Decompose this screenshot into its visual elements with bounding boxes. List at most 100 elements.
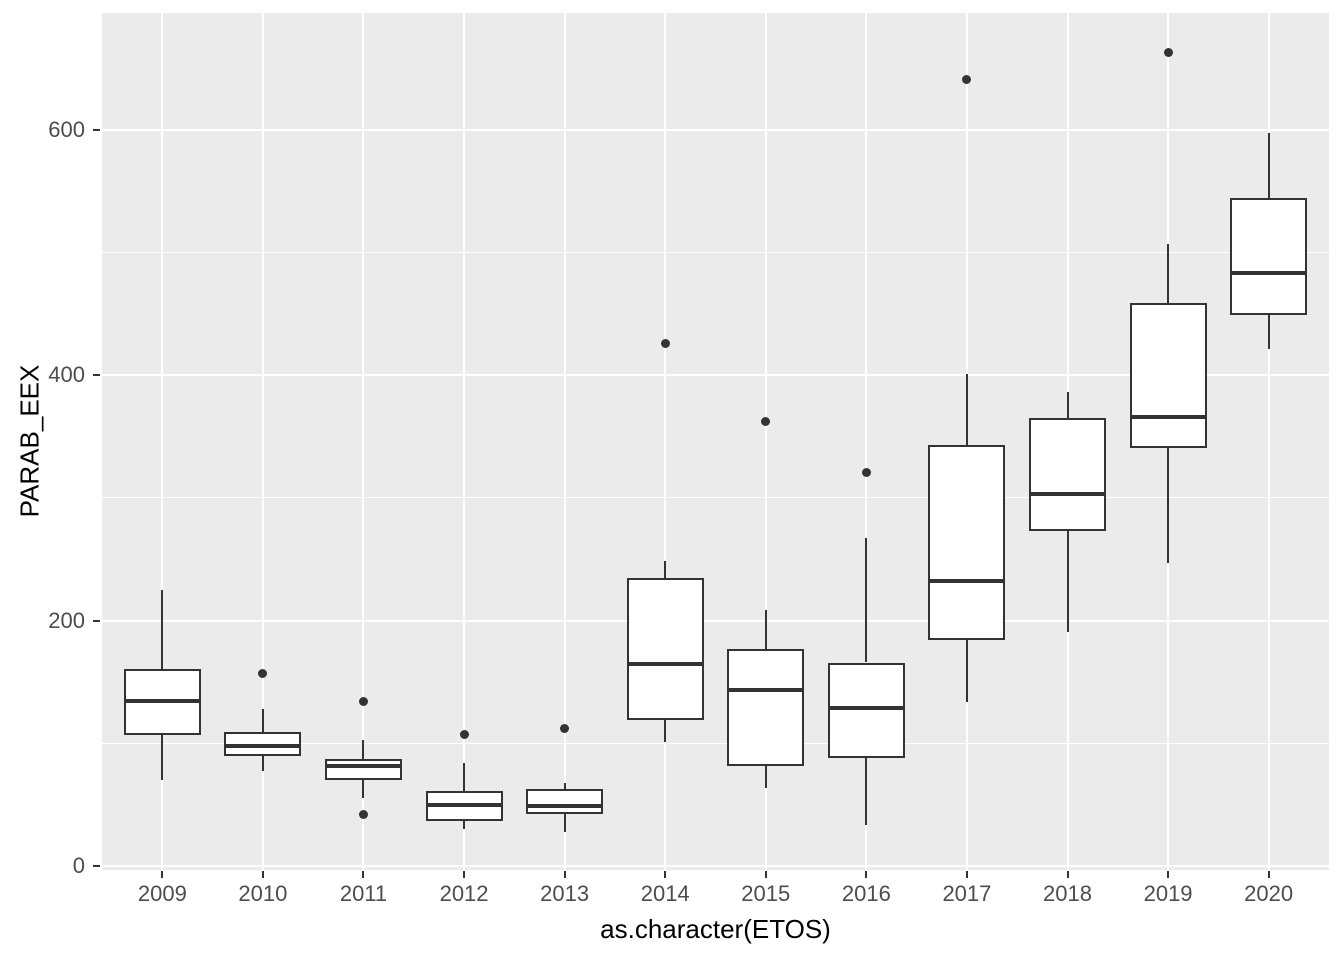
y-tick-label-400: 400	[48, 362, 85, 388]
y-tick-mark-600	[93, 128, 100, 131]
outlier-point-2017-0	[962, 74, 972, 84]
outlier-point-2019-0	[1163, 47, 1173, 57]
x-tick-mark-2011	[362, 871, 365, 878]
y-tick-mark-200	[93, 619, 100, 622]
lower-whisker-2012	[463, 820, 466, 830]
upper-whisker-2015	[764, 609, 767, 649]
y-tick-label-0: 0	[72, 853, 85, 879]
x-tick-label-2018: 2018	[1043, 881, 1092, 906]
lower-whisker-2010	[261, 755, 264, 771]
minor-gridline-y-100	[102, 743, 1329, 745]
x-tick-mark-2010	[261, 871, 264, 878]
x-tick-label-2017: 2017	[942, 881, 992, 906]
x-tick-label-2013: 2013	[540, 881, 590, 906]
gridline-x-2011	[362, 13, 365, 870]
x-tick-mark-2009	[161, 871, 164, 878]
lower-whisker-2011	[362, 780, 365, 798]
lower-whisker-2009	[161, 734, 164, 781]
iqr-box-2016	[827, 662, 905, 759]
median-line-2016	[827, 705, 905, 710]
upper-whisker-2010	[261, 709, 264, 733]
lower-whisker-2019	[1167, 447, 1170, 564]
median-line-2017	[928, 579, 1006, 584]
upper-whisker-2017	[965, 373, 968, 446]
minor-gridline-y-300	[102, 497, 1329, 499]
x-tick-mark-2012	[463, 871, 466, 878]
upper-whisker-2011	[362, 739, 365, 760]
lower-whisker-2016	[865, 758, 868, 825]
x-tick-mark-2016	[865, 871, 868, 878]
gridline-x-2013	[563, 13, 566, 870]
gridline-x-2012	[463, 13, 466, 870]
gridline-x-2015	[764, 13, 767, 870]
y-tick-mark-0	[93, 865, 100, 868]
median-line-2011	[324, 763, 402, 768]
y-tick-mark-400	[93, 374, 100, 377]
x-tick-label-2009: 2009	[137, 881, 187, 906]
outlier-point-2011-1	[358, 697, 368, 707]
outlier-point-2012-0	[459, 730, 469, 740]
iqr-box-2011	[324, 759, 402, 781]
upper-whisker-2020	[1267, 133, 1270, 199]
upper-whisker-2013	[563, 782, 566, 789]
upper-whisker-2019	[1167, 243, 1170, 303]
median-line-2012	[425, 802, 503, 807]
iqr-box-2014	[626, 577, 704, 721]
outlier-point-2013-0	[560, 724, 570, 734]
upper-whisker-2014	[664, 560, 667, 578]
gridline-x-2016	[865, 13, 868, 870]
gridline-x-2010	[261, 13, 264, 870]
median-line-2018	[1029, 492, 1106, 497]
x-tick-label-2012: 2012	[439, 881, 489, 906]
upper-whisker-2016	[865, 538, 868, 663]
x-tick-mark-2018	[1066, 871, 1069, 878]
major-gridline-y-0	[102, 865, 1329, 868]
gridline-x-2014	[664, 13, 667, 870]
outlier-point-2014-0	[660, 338, 670, 348]
median-line-2019	[1129, 414, 1207, 419]
x-tick-label-2014: 2014	[640, 881, 690, 906]
upper-whisker-2009	[161, 590, 164, 669]
x-tick-mark-2013	[563, 871, 566, 878]
lower-whisker-2018	[1066, 531, 1069, 632]
median-line-2015	[727, 687, 805, 692]
y-tick-label-600: 600	[48, 116, 85, 142]
x-tick-label-2011: 2011	[339, 881, 388, 906]
outlier-point-2015-0	[761, 417, 771, 427]
x-tick-label-2019: 2019	[1143, 881, 1193, 906]
median-line-2009	[123, 698, 201, 703]
x-tick-mark-2015	[764, 871, 767, 878]
iqr-box-2015	[727, 648, 805, 766]
lower-whisker-2017	[965, 640, 968, 702]
major-gridline-y-600	[102, 128, 1329, 131]
gridline-x-2009	[161, 13, 164, 870]
iqr-box-2019	[1129, 302, 1207, 448]
iqr-box-2017	[928, 445, 1006, 641]
x-tick-label-2015: 2015	[741, 881, 791, 906]
gridline-x-2020	[1267, 13, 1270, 870]
iqr-box-2018	[1029, 418, 1106, 532]
lower-whisker-2020	[1267, 315, 1270, 350]
x-tick-mark-2017	[965, 871, 968, 878]
outlier-point-2011-0	[358, 810, 368, 820]
median-line-2020	[1230, 271, 1308, 276]
median-line-2010	[224, 743, 302, 748]
y-tick-label-200: 200	[48, 607, 85, 633]
minor-gridline-y-500	[102, 251, 1329, 253]
x-tick-label-2010: 2010	[238, 881, 288, 906]
lower-whisker-2015	[764, 765, 767, 788]
iqr-box-2020	[1230, 198, 1308, 316]
plot-panel	[102, 13, 1329, 870]
lower-whisker-2013	[563, 813, 566, 832]
x-tick-mark-2020	[1267, 871, 1270, 878]
x-tick-mark-2019	[1167, 871, 1170, 878]
median-line-2013	[526, 804, 604, 809]
x-tick-label-2016: 2016	[841, 881, 891, 906]
major-gridline-y-400	[102, 374, 1329, 377]
outlier-point-2010-0	[258, 669, 268, 679]
iqr-box-2013	[526, 788, 604, 814]
y-axis-title: PARAB_EEX	[14, 364, 45, 518]
upper-whisker-2012	[463, 763, 466, 792]
median-line-2014	[626, 661, 704, 666]
